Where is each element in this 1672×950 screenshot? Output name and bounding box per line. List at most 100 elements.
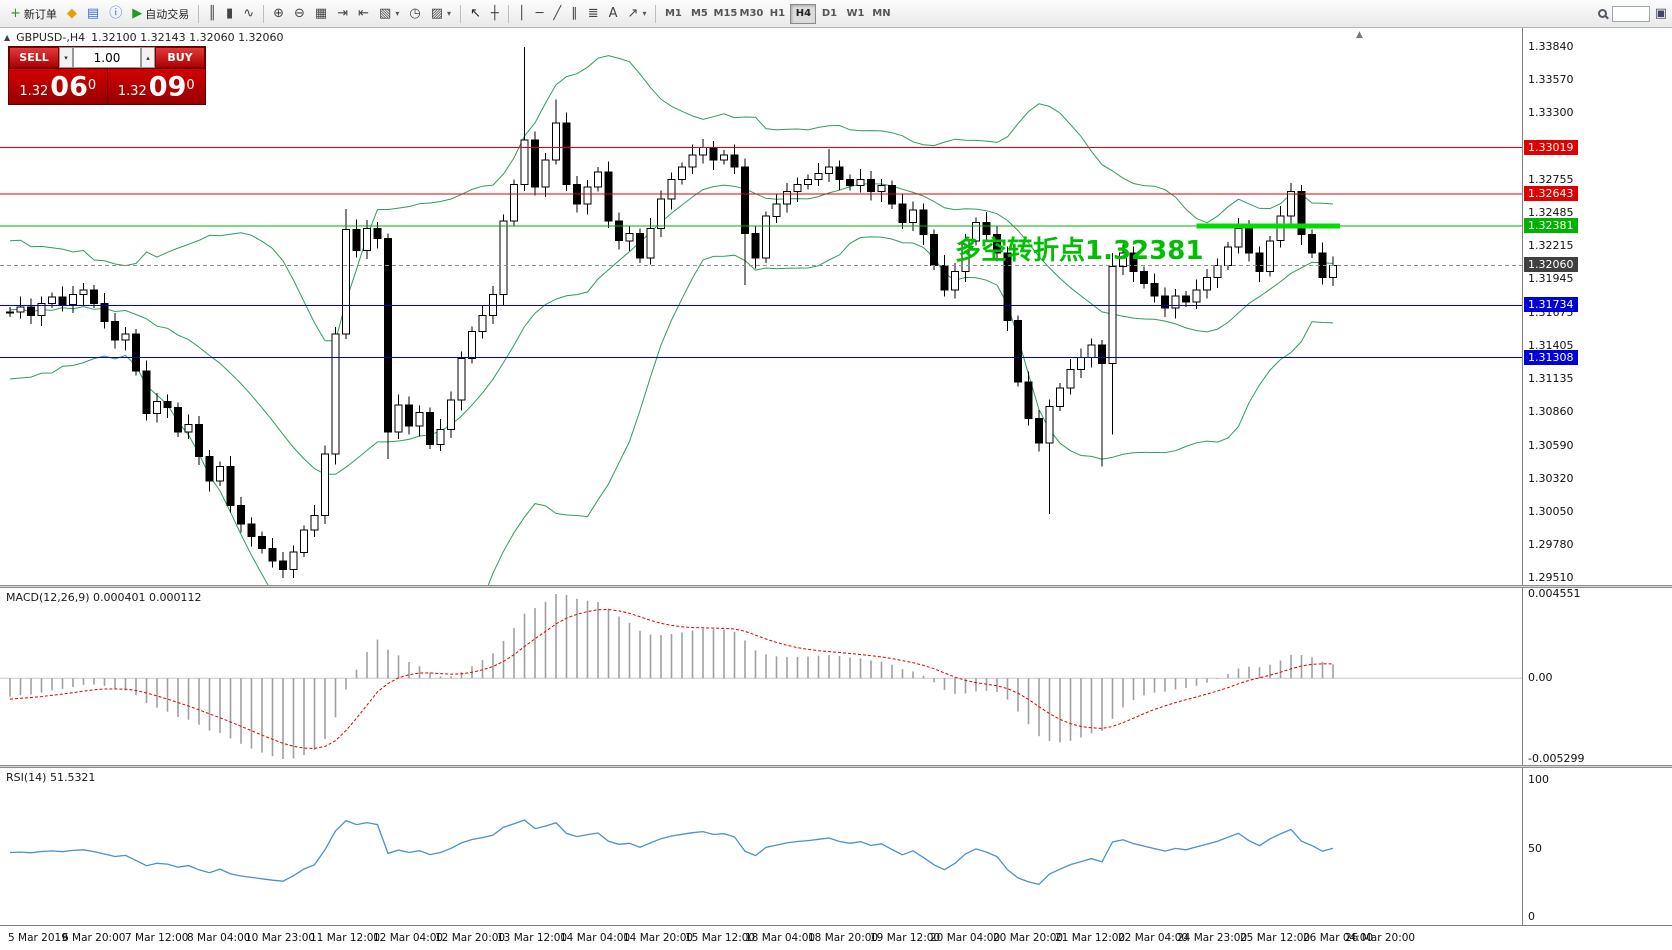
- price-tick: 1.33570: [1528, 73, 1574, 87]
- chart-shift-icon[interactable]: ⇤: [353, 3, 374, 25]
- auto-scroll-icon[interactable]: ⇥: [332, 3, 353, 25]
- time-label: 20 Mar 04:00: [930, 932, 1001, 944]
- market-watch-icon: ◆: [66, 6, 77, 21]
- fibonacci-icon[interactable]: ≣: [583, 3, 604, 25]
- time-label: 14 Mar 20:00: [623, 932, 694, 944]
- time-label: 20 Mar 20:00: [993, 932, 1064, 944]
- templates-icon[interactable]: ▨ ▾: [426, 3, 456, 25]
- price-tick: 1.31405: [1528, 338, 1574, 352]
- text-icon[interactable]: A: [604, 3, 623, 25]
- expand-marker-icon: ▲: [4, 33, 11, 42]
- crosshair-icon[interactable]: ┼: [486, 3, 504, 25]
- timeframe-w1-button[interactable]: W1: [842, 4, 868, 24]
- time-label: 11 Mar 12:00: [310, 932, 381, 944]
- horizontal-line-icon: ─: [535, 6, 544, 21]
- trendline-icon[interactable]: ╱: [548, 3, 566, 25]
- fibonacci-icon: ≣: [587, 6, 599, 21]
- volume-decrease-button[interactable]: ▾: [59, 47, 73, 68]
- terminal-icon[interactable]: ⓘ: [104, 3, 127, 25]
- price-tick: 1.31135: [1528, 371, 1574, 385]
- price-tick: 1.32485: [1528, 206, 1574, 220]
- time-label: 6 Mar 20:00: [62, 932, 126, 944]
- new-order-button[interactable]: + 新订单: [5, 3, 62, 25]
- data-window-icon: ▤: [86, 6, 100, 21]
- auto-scroll-icon: ⇥: [337, 6, 349, 21]
- trendline-icon: ╱: [553, 6, 562, 21]
- rsi-scale-label: 100: [1528, 773, 1549, 786]
- main-chart-canvas[interactable]: [0, 28, 1522, 675]
- zoom-out-icon[interactable]: ⊖: [289, 3, 310, 25]
- timeframe-m1-button[interactable]: M1: [660, 4, 686, 24]
- autotrading-button-label: 自动交易: [145, 7, 190, 21]
- clock-icon[interactable]: ◷: [404, 3, 425, 25]
- rsi-canvas[interactable]: [0, 768, 1522, 925]
- toolbar: + 新订单 ◆ ▤ ⓘ ▶ 自动交易 ║ ▮ ∿ ⊕ ⊖ ▦ ⇥ ⇤ ▧ ▾ ◷ ▨ ▾ ↖ ┼ │ ─ ╱ ∥ ≣ A ↗ ▾ M1 M5 M…: [0, 0, 1672, 28]
- price-badge: 1.32381: [1524, 217, 1578, 233]
- timeframe-d1-button[interactable]: D1: [816, 4, 842, 24]
- oct-top-row: SELL ▾ ▴ BUY: [9, 47, 205, 68]
- autotrading-button[interactable]: ▶ 自动交易: [127, 3, 194, 25]
- zoom-out-icon: ⊖: [294, 6, 305, 21]
- price-badge: 1.32643: [1524, 185, 1578, 201]
- price-badge: 1.32060: [1524, 257, 1578, 273]
- timeframe-h1-button[interactable]: H1: [764, 4, 790, 24]
- macd-canvas[interactable]: [0, 588, 1522, 765]
- sell-button[interactable]: SELL: [9, 47, 59, 68]
- candlestick-chart-icon[interactable]: ▮: [221, 3, 238, 25]
- price-tick: 1.32215: [1528, 239, 1574, 253]
- oct-price-row: 1.32060 1.32090: [9, 68, 205, 104]
- price-tick: 1.30320: [1528, 471, 1574, 485]
- time-label: 18 Mar 04:00: [745, 932, 816, 944]
- cursor-icon[interactable]: ↖: [465, 3, 486, 25]
- panel-splitter-rsi[interactable]: [0, 765, 1672, 768]
- sell-price-prefix: 1.32: [19, 84, 49, 100]
- price-tick: 1.33300: [1528, 106, 1574, 120]
- volume-input[interactable]: [73, 47, 141, 68]
- channel-icon[interactable]: ∥: [566, 3, 583, 25]
- text-icon: A: [608, 6, 618, 21]
- time-label: 26 Mar 04:00: [1303, 932, 1374, 944]
- market-watch-icon[interactable]: ◆: [62, 3, 82, 25]
- tile-windows-icon[interactable]: ▦: [310, 3, 332, 25]
- buy-price-big: 09: [148, 71, 187, 103]
- timeframe-m5-button[interactable]: M5: [686, 4, 712, 24]
- volume-increase-button[interactable]: ▴: [141, 47, 155, 68]
- bar-chart-icon[interactable]: ║: [203, 3, 221, 25]
- price-scale[interactable]: 1.33840 1.33570 1.33300 1.32755 1.32485 1.322…: [1522, 28, 1672, 925]
- time-label: 7 Mar 12:00: [125, 932, 189, 944]
- one-click-trading-panel: SELL ▾ ▴ BUY 1.32060 1.32090: [8, 46, 206, 105]
- chart-shift-icon: ⇤: [358, 6, 370, 21]
- panel-splitter-macd[interactable]: [0, 585, 1672, 588]
- layout-icon[interactable]: ▣: [1654, 6, 1667, 21]
- channel-icon: ∥: [571, 6, 578, 21]
- time-label: 13 Mar 12:00: [497, 932, 568, 944]
- arrows-icon[interactable]: ↗ ▾: [623, 3, 652, 25]
- horizontal-line-icon[interactable]: ─: [531, 3, 549, 25]
- time-label: 21 Mar 12:00: [1055, 932, 1126, 944]
- timeframe-m30-button[interactable]: M30: [738, 4, 764, 24]
- data-window-icon[interactable]: ▤: [82, 3, 104, 25]
- time-label: 15 Mar 12:00: [685, 932, 756, 944]
- new-chart-icon[interactable]: ▧ ▾: [374, 3, 404, 25]
- timeframe-mn-button[interactable]: MN: [868, 4, 894, 24]
- buy-price-button[interactable]: 1.32090: [106, 69, 205, 104]
- toolbar-divider: [263, 4, 265, 23]
- vertical-line-icon[interactable]: │: [513, 3, 531, 25]
- zoom-in-icon[interactable]: ⊕: [268, 3, 289, 25]
- toolbar-divider: [460, 4, 461, 23]
- sell-price-button[interactable]: 1.32060: [9, 69, 107, 104]
- macd-scale-label: -0.005299: [1528, 752, 1585, 765]
- time-axis[interactable]: 5 Mar 2019 6 Mar 20:00 7 Mar 12:00 8 Mar 04…: [0, 925, 1672, 950]
- buy-price-sup: 0: [186, 78, 195, 93]
- symbol-search-input[interactable]: [1611, 5, 1650, 22]
- price-tick: 1.30050: [1528, 504, 1574, 518]
- chart-shift-marker-icon: ▲: [1356, 30, 1363, 40]
- buy-button[interactable]: BUY: [155, 47, 205, 68]
- timeframe-h4-button[interactable]: H4: [790, 3, 817, 24]
- timeframe-m15-button[interactable]: M15: [712, 4, 738, 24]
- line-chart-icon[interactable]: ∿: [238, 3, 259, 25]
- macd-scale-label: 0.004551: [1528, 587, 1581, 600]
- zoom-in-icon: ⊕: [273, 6, 285, 21]
- autotrading-icon: ▶: [132, 6, 143, 21]
- toolbar-divider: [655, 4, 657, 23]
